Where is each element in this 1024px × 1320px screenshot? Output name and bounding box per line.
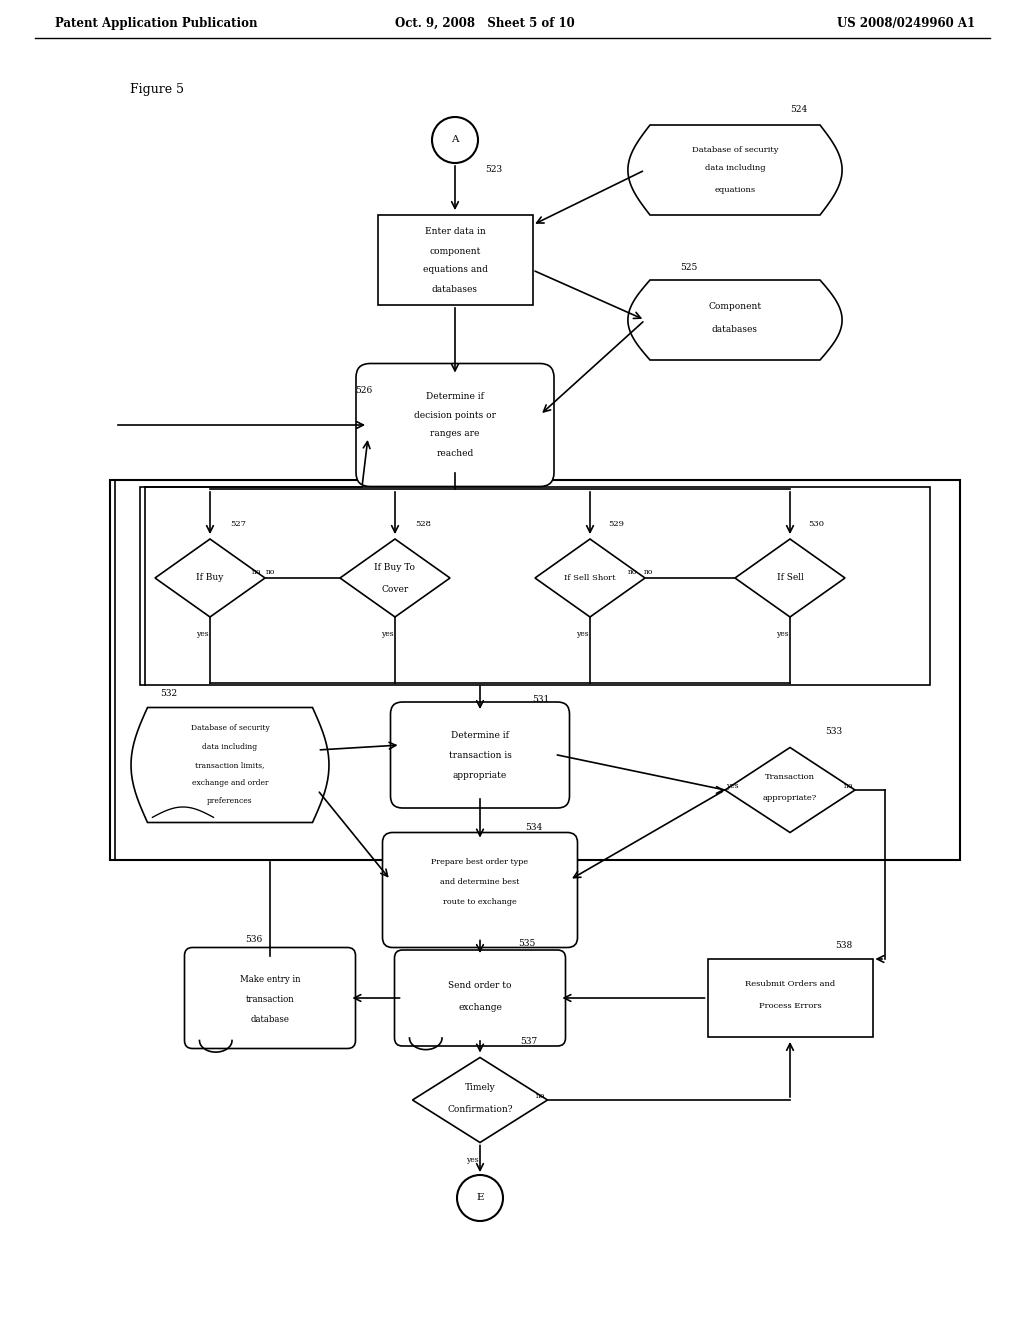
Text: component: component bbox=[429, 247, 480, 256]
Text: yes: yes bbox=[726, 781, 738, 789]
Text: yes: yes bbox=[575, 630, 589, 638]
Polygon shape bbox=[340, 539, 450, 616]
Text: If Sell Short: If Sell Short bbox=[564, 574, 615, 582]
Text: 529: 529 bbox=[608, 520, 624, 528]
Text: yes: yes bbox=[466, 1156, 478, 1164]
Text: route to exchange: route to exchange bbox=[443, 898, 517, 906]
Text: decision points or: decision points or bbox=[414, 411, 496, 420]
Text: 535: 535 bbox=[518, 939, 536, 948]
Text: Database of security: Database of security bbox=[692, 147, 778, 154]
Text: Figure 5: Figure 5 bbox=[130, 83, 184, 96]
Text: If Buy: If Buy bbox=[197, 573, 223, 582]
Text: exchange: exchange bbox=[458, 1003, 502, 1012]
Text: no: no bbox=[643, 568, 652, 576]
Polygon shape bbox=[131, 708, 329, 822]
Text: Database of security: Database of security bbox=[190, 723, 269, 733]
Text: Component: Component bbox=[709, 302, 762, 312]
Text: Process Errors: Process Errors bbox=[759, 1002, 821, 1010]
Text: transaction limits,: transaction limits, bbox=[196, 762, 265, 770]
Text: Send order to: Send order to bbox=[449, 982, 512, 990]
Text: 532: 532 bbox=[160, 689, 177, 697]
Bar bbox=[140, 487, 930, 685]
Text: Make entry in: Make entry in bbox=[240, 975, 300, 985]
Text: 527: 527 bbox=[230, 520, 246, 528]
Text: no: no bbox=[844, 781, 853, 789]
FancyBboxPatch shape bbox=[184, 948, 355, 1048]
Text: Oct. 9, 2008   Sheet 5 of 10: Oct. 9, 2008 Sheet 5 of 10 bbox=[395, 16, 574, 29]
Text: US 2008/0249960 A1: US 2008/0249960 A1 bbox=[837, 16, 975, 29]
Text: preferences: preferences bbox=[207, 797, 253, 805]
Text: Timely: Timely bbox=[465, 1084, 496, 1093]
Text: A: A bbox=[452, 136, 459, 144]
Text: Transaction: Transaction bbox=[765, 774, 815, 781]
Text: 536: 536 bbox=[245, 936, 262, 945]
Polygon shape bbox=[535, 539, 645, 616]
Text: yes: yes bbox=[381, 630, 393, 638]
Text: 526: 526 bbox=[355, 385, 373, 395]
Text: exchange and order: exchange and order bbox=[191, 779, 268, 787]
Polygon shape bbox=[725, 747, 855, 833]
Polygon shape bbox=[155, 539, 265, 616]
Bar bbox=[110, 480, 961, 861]
Text: Resubmit Orders and: Resubmit Orders and bbox=[744, 979, 836, 987]
Text: 524: 524 bbox=[790, 106, 807, 115]
Bar bbox=[708, 960, 872, 1038]
Text: transaction: transaction bbox=[246, 995, 294, 1005]
Text: and determine best: and determine best bbox=[440, 878, 520, 886]
Text: 534: 534 bbox=[525, 822, 543, 832]
Polygon shape bbox=[628, 125, 842, 215]
Text: 531: 531 bbox=[532, 696, 549, 705]
Text: Confirmation?: Confirmation? bbox=[447, 1106, 513, 1114]
Text: Cover: Cover bbox=[381, 586, 409, 594]
Text: data including: data including bbox=[705, 164, 765, 172]
FancyBboxPatch shape bbox=[394, 950, 565, 1045]
Text: databases: databases bbox=[432, 285, 478, 293]
Text: Prepare best order type: Prepare best order type bbox=[431, 858, 528, 866]
Text: appropriate: appropriate bbox=[453, 771, 507, 780]
Text: 523: 523 bbox=[485, 165, 502, 174]
Text: reached: reached bbox=[436, 449, 474, 458]
Polygon shape bbox=[628, 280, 842, 360]
Circle shape bbox=[457, 1175, 503, 1221]
Polygon shape bbox=[735, 539, 845, 616]
Bar bbox=[378, 215, 532, 305]
Text: no: no bbox=[536, 1092, 545, 1100]
FancyBboxPatch shape bbox=[390, 702, 569, 808]
FancyBboxPatch shape bbox=[356, 363, 554, 487]
Text: 530: 530 bbox=[808, 520, 824, 528]
FancyBboxPatch shape bbox=[383, 833, 578, 948]
Text: 538: 538 bbox=[835, 940, 852, 949]
Text: data including: data including bbox=[203, 743, 258, 751]
Text: no: no bbox=[251, 568, 261, 576]
Text: 525: 525 bbox=[680, 264, 697, 272]
Text: yes: yes bbox=[196, 630, 208, 638]
Text: If Buy To: If Buy To bbox=[375, 564, 416, 573]
Text: ranges are: ranges are bbox=[430, 429, 479, 438]
Text: yes: yes bbox=[776, 630, 788, 638]
Polygon shape bbox=[413, 1057, 548, 1143]
Text: E: E bbox=[476, 1193, 483, 1203]
Text: 528: 528 bbox=[415, 520, 431, 528]
Text: no: no bbox=[628, 568, 637, 576]
Text: database: database bbox=[251, 1015, 290, 1024]
Text: databases: databases bbox=[712, 326, 758, 334]
Text: If Sell: If Sell bbox=[776, 573, 804, 582]
Text: Enter data in: Enter data in bbox=[425, 227, 485, 236]
Text: 537: 537 bbox=[520, 1038, 538, 1047]
Text: Patent Application Publication: Patent Application Publication bbox=[55, 16, 257, 29]
Text: transaction is: transaction is bbox=[449, 751, 511, 759]
Text: equations: equations bbox=[715, 186, 756, 194]
Text: Determine if: Determine if bbox=[451, 730, 509, 739]
Text: 533: 533 bbox=[825, 727, 842, 737]
Text: appropriate?: appropriate? bbox=[763, 795, 817, 803]
Text: Determine if: Determine if bbox=[426, 392, 484, 400]
Circle shape bbox=[432, 117, 478, 162]
Text: equations and: equations and bbox=[423, 265, 487, 275]
Text: no: no bbox=[265, 568, 274, 576]
